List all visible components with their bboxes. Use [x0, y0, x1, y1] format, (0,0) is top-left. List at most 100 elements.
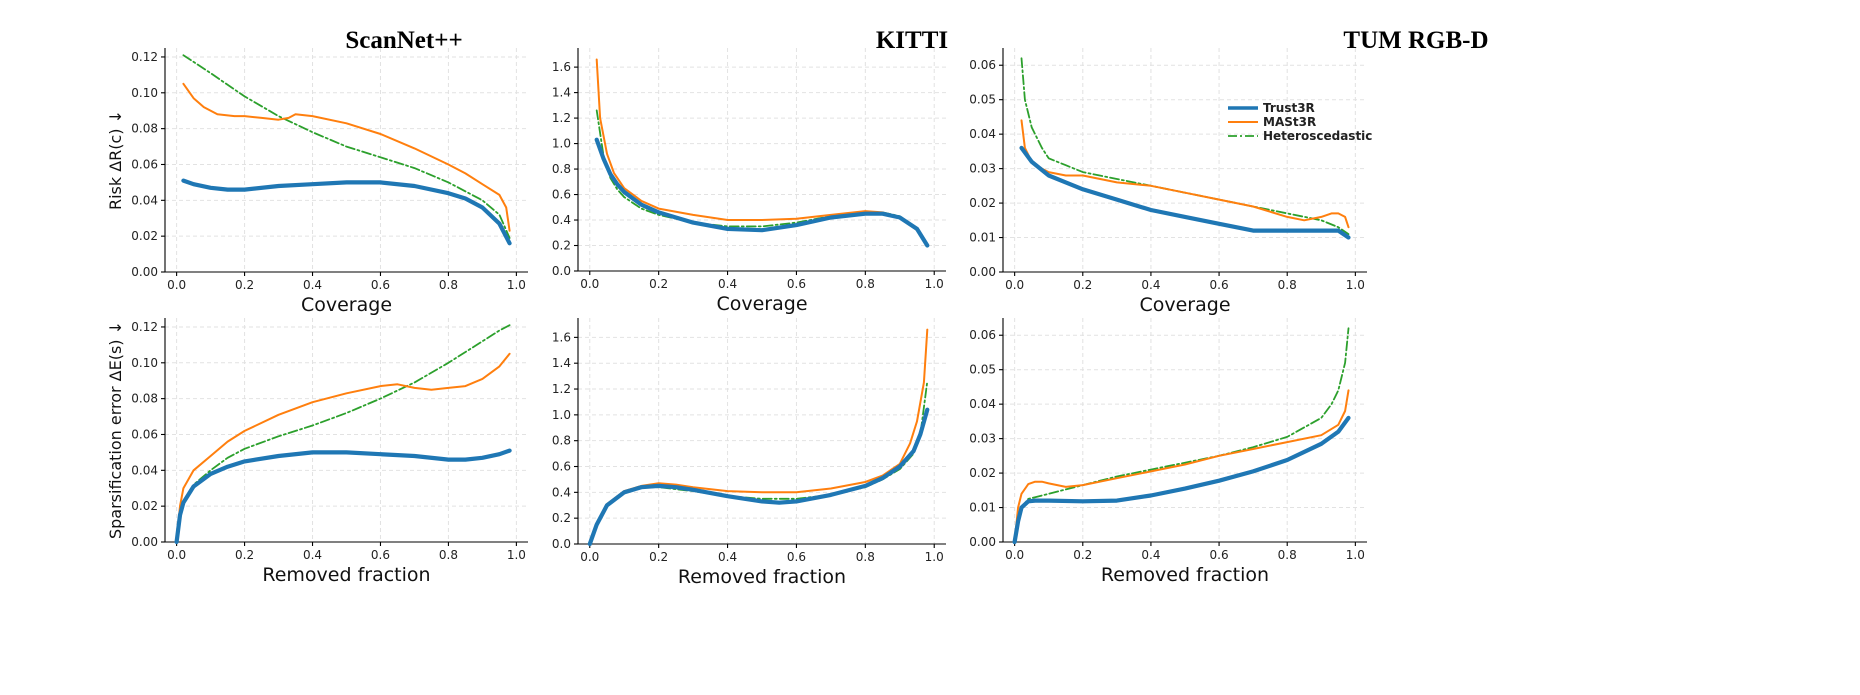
grid — [578, 318, 946, 545]
x-tick-label: 0.2 — [1073, 278, 1092, 292]
grid — [578, 48, 946, 272]
series-line-heteroscedastic — [1013, 327, 1350, 543]
y-tick-label: 0.4 — [552, 213, 571, 227]
series-line-trust3r — [174, 448, 512, 545]
y-tick-label: 0.04 — [969, 127, 996, 141]
y-axis-label: Risk ΔR(c) ↓ — [106, 110, 125, 210]
y-tick-label: 0.00 — [131, 265, 158, 279]
panels: 0.0 0.2 0.4 0.6 0.8 1.0 0.00 0.02 0.04 0.06 0.08 0.… — [106, 48, 1367, 588]
x-tick-label: 0.6 — [787, 550, 806, 564]
x-tick-label: 0.6 — [1210, 548, 1229, 562]
y-tick-label: 0.00 — [969, 265, 996, 279]
series-line-heteroscedastic — [175, 324, 511, 543]
y-tick-label: 0.04 — [969, 397, 996, 411]
y-tick-label: 0.05 — [969, 93, 996, 107]
y-tick-label: 0.03 — [969, 162, 996, 176]
x-tick-label: 0.8 — [856, 550, 875, 564]
x-axis-label: Removed fraction — [1101, 564, 1269, 586]
y-tick-label: 0.2 — [552, 239, 571, 253]
y-tick-label: 0.10 — [131, 356, 158, 370]
x-tick-label: 0.4 — [1141, 278, 1160, 292]
legend-label-heteroscedastic: Heteroscedastic — [1263, 129, 1372, 143]
x-tick-label: 0.4 — [1141, 548, 1160, 562]
x-axis-label: Coverage — [301, 294, 392, 316]
x-tick-label: 1.0 — [507, 548, 526, 562]
grid — [165, 48, 528, 273]
series-line-mast3r — [595, 58, 929, 247]
y-tick-label: 0.4 — [552, 485, 571, 499]
x-tick-label: 0.2 — [649, 277, 668, 291]
x-tick-label: 0.6 — [371, 548, 390, 562]
y-axis-label: Sparsification error ΔE(s) ↓ — [106, 321, 125, 539]
x-tick-label: 0.2 — [649, 550, 668, 564]
legend-label-trust3r: Trust3R — [1263, 101, 1315, 115]
panel-sparsification-tum: 0.0 0.2 0.4 0.6 0.8 1.0 0.00 0.01 0.02 0.03 0.04 0.… — [969, 318, 1367, 586]
y-tick-label: 0.12 — [131, 320, 158, 334]
y-tick-label: 0.01 — [969, 501, 996, 515]
x-tick-label: 0.4 — [718, 550, 737, 564]
panel-sparsification-scannet: 0.0 0.2 0.4 0.6 0.8 1.0 0.00 0.02 0.04 0.06 0.08 0.… — [106, 318, 528, 586]
series-line-heteroscedastic — [588, 380, 929, 545]
series-line-trust3r — [181, 178, 512, 246]
grid — [1003, 48, 1367, 273]
x-tick-label: 0.6 — [787, 277, 806, 291]
y-tick-label: 1.6 — [552, 330, 571, 344]
y-tick-label: 0.06 — [969, 58, 996, 72]
y-tick-label: 0.02 — [969, 196, 996, 210]
y-tick-label: 1.0 — [552, 408, 571, 422]
y-tick-label: 1.4 — [552, 86, 571, 100]
x-tick-label: 0.4 — [303, 278, 322, 292]
y-tick-label: 0.8 — [552, 162, 571, 176]
x-tick-label: 1.0 — [925, 550, 944, 564]
y-tick-label: 0.12 — [131, 50, 158, 64]
panel-risk-kitti: 0.0 0.2 0.4 0.6 0.8 1.0 0.0 0.2 0.4 0.6 0.8 1.0 1.2 1… — [552, 48, 946, 315]
grid — [165, 318, 528, 543]
series-line-heteroscedastic — [182, 54, 511, 239]
x-tick-label: 0.4 — [303, 548, 322, 562]
x-tick-label: 0.4 — [718, 277, 737, 291]
x-tick-label: 1.0 — [507, 278, 526, 292]
x-tick-label: 0.6 — [1210, 278, 1229, 292]
y-tick-label: 0.00 — [131, 535, 158, 549]
x-tick-label: 0.2 — [1073, 548, 1092, 562]
x-tick-label: 1.0 — [1346, 278, 1365, 292]
legend-label-mast3r: MASt3R — [1263, 115, 1316, 129]
column-title-kitti: KITTI — [876, 27, 948, 54]
x-tick-label: 0.8 — [439, 278, 458, 292]
y-tick-label: 0.03 — [969, 432, 996, 446]
series-line-trust3r — [587, 407, 930, 547]
y-tick-label: 0.04 — [131, 463, 158, 477]
column-title-tum: TUM RGB-D — [1343, 27, 1488, 54]
x-tick-label: 0.8 — [439, 548, 458, 562]
series-line-heteroscedastic — [595, 109, 929, 247]
y-tick-label: 0.8 — [552, 434, 571, 448]
x-tick-label: 0.0 — [1005, 278, 1024, 292]
y-tick-label: 0.06 — [969, 328, 996, 342]
series-line-heteroscedastic — [1020, 57, 1350, 236]
column-title-scannet: ScanNet++ — [345, 27, 462, 54]
series-line-trust3r — [594, 137, 930, 248]
x-tick-label: 0.0 — [580, 277, 599, 291]
y-tick-label: 0.02 — [131, 499, 158, 513]
panel-risk-tum: 0.0 0.2 0.4 0.6 0.8 1.0 0.00 0.01 0.02 0.03 0.04 0.… — [969, 48, 1367, 316]
x-tick-label: 0.0 — [580, 550, 599, 564]
y-tick-label: 0.6 — [552, 188, 571, 202]
x-tick-label: 0.2 — [235, 278, 254, 292]
series-line-mast3r — [588, 328, 929, 545]
x-tick-label: 1.0 — [925, 277, 944, 291]
y-tick-label: 1.2 — [552, 382, 571, 396]
panel-risk-scannet: 0.0 0.2 0.4 0.6 0.8 1.0 0.00 0.02 0.04 0.06 0.08 0.… — [106, 48, 528, 316]
y-tick-label: 0.08 — [131, 122, 158, 136]
panel-sparsification-kitti: 0.0 0.2 0.4 0.6 0.8 1.0 0.0 0.2 0.4 0.6 0.8 1.0 1.2 1… — [552, 318, 946, 588]
y-tick-label: 0.0 — [552, 537, 571, 551]
series-line-trust3r — [1019, 145, 1351, 240]
x-axis-label: Coverage — [1139, 294, 1230, 316]
series-line-mast3r — [175, 352, 511, 543]
x-tick-label: 0.0 — [1005, 548, 1024, 562]
x-axis-label: Removed fraction — [262, 564, 430, 586]
x-tick-label: 1.0 — [1346, 548, 1365, 562]
y-tick-label: 0.05 — [969, 363, 996, 377]
x-axis-label: Coverage — [716, 293, 807, 315]
y-tick-label: 0.06 — [131, 157, 158, 171]
x-tick-label: 0.8 — [856, 277, 875, 291]
